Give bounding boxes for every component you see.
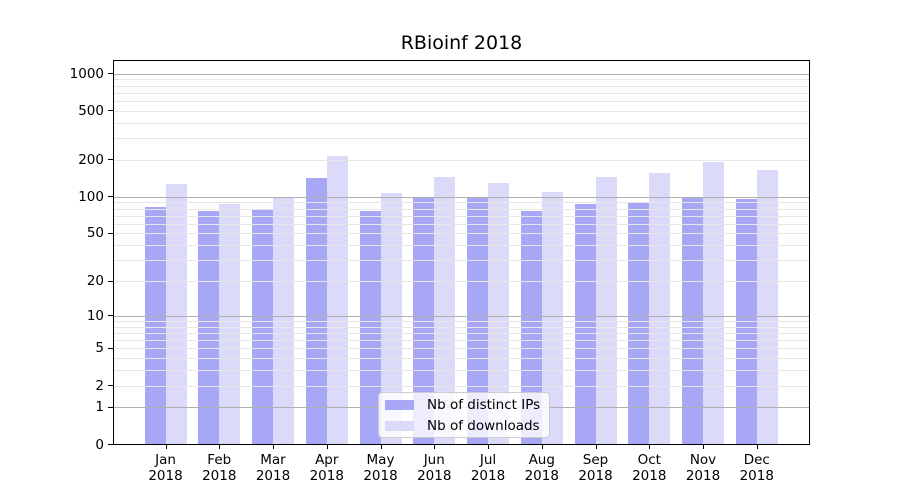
gridline-minor [114, 79, 809, 81]
x-tick-label: May 2018 [363, 452, 398, 484]
y-tick-label: 5 [95, 340, 104, 357]
x-tick-label: Jan 2018 [148, 452, 183, 484]
legend-label-downloads: Nb of downloads [427, 417, 540, 434]
y-tick-label: 0 [95, 436, 104, 453]
bar-distinct-ips [682, 197, 703, 444]
gridline-minor [114, 110, 809, 112]
x-tick-mark [219, 445, 221, 449]
legend: Nb of distinct IPs Nb of downloads [378, 392, 551, 438]
gridline-minor [114, 101, 809, 103]
x-tick-mark [165, 445, 167, 449]
gridline-minor [114, 233, 809, 235]
y-tick-mark [108, 347, 113, 349]
x-tick-mark [488, 445, 489, 449]
x-tick-mark [326, 445, 328, 449]
legend-item: Nb of downloads [385, 415, 540, 436]
legend-label-distinct-ips: Nb of distinct IPs [427, 396, 541, 413]
y-tick-mark [108, 280, 113, 282]
gridline-minor [114, 385, 809, 387]
x-tick-mark [434, 445, 436, 449]
y-tick-mark [108, 159, 113, 161]
bar-distinct-ips [628, 202, 650, 444]
gridline-minor [114, 202, 809, 204]
gridline-minor [114, 92, 809, 94]
gridline-minor [114, 138, 809, 140]
y-tick-label: 20 [86, 273, 104, 290]
legend-item: Nb of distinct IPs [385, 394, 540, 415]
bar-distinct-ips [305, 177, 327, 444]
x-tick-mark [703, 445, 704, 449]
gridline-major [114, 73, 809, 75]
gridline-minor [114, 332, 809, 334]
x-tick-mark [756, 445, 758, 449]
bar-downloads [595, 176, 617, 444]
x-tick-label: Apr 2018 [309, 452, 344, 484]
gridline-minor [114, 215, 809, 217]
y-tick-mark [108, 385, 113, 387]
y-tick-mark [108, 315, 113, 317]
gridline-minor [114, 85, 809, 87]
x-tick-label: Sep 2018 [578, 452, 613, 484]
bar-downloads [756, 170, 778, 444]
bar-downloads [219, 204, 241, 444]
x-tick-label: Feb 2018 [202, 452, 237, 484]
legend-swatch-downloads [385, 420, 414, 431]
x-tick-label: Nov 2018 [685, 452, 721, 484]
y-tick-label: 200 [78, 151, 104, 168]
y-tick-mark [108, 73, 113, 75]
x-tick-label: Jul 2018 [470, 452, 506, 484]
y-tick-mark [108, 406, 113, 408]
gridline-minor [114, 370, 809, 372]
x-tick-mark [541, 445, 543, 449]
y-tick-label: 500 [78, 102, 104, 119]
x-tick-mark [380, 445, 382, 449]
gridline-minor [114, 320, 809, 322]
bar-distinct-ips [144, 207, 166, 444]
x-tick-mark [273, 445, 274, 449]
bar-downloads [541, 191, 563, 444]
gridline-minor [114, 245, 809, 247]
y-tick-mark [108, 196, 113, 198]
gridline-minor [114, 223, 809, 225]
x-tick-mark [595, 445, 597, 449]
gridline-minor [114, 348, 809, 350]
bar-downloads [488, 182, 509, 444]
x-tick-mark [649, 445, 651, 449]
y-tick-mark [108, 110, 113, 112]
x-tick-label: Mar 2018 [255, 452, 291, 484]
y-tick-label: 1 [95, 399, 104, 416]
y-tick-label: 1000 [69, 65, 104, 82]
bar-downloads [703, 161, 724, 444]
bar-downloads [380, 192, 402, 444]
gridline-major [114, 196, 809, 198]
gridline-minor [114, 122, 809, 124]
x-tick-label: Jun 2018 [417, 452, 452, 484]
y-tick-label: 50 [86, 225, 104, 242]
y-tick-mark [108, 232, 113, 234]
y-tick-label: 100 [78, 188, 104, 205]
x-tick-label: Aug 2018 [524, 452, 559, 484]
x-tick-label: Oct 2018 [632, 452, 667, 484]
x-tick-label: Dec 2018 [739, 452, 774, 484]
gridline-minor [114, 358, 809, 360]
chart-title: RBioinf 2018 [400, 32, 523, 54]
legend-swatch-distinct-ips [385, 399, 414, 410]
y-tick-label: 2 [95, 377, 104, 394]
gridline-minor [114, 326, 809, 328]
bar-downloads [165, 183, 187, 444]
gridline-minor [114, 340, 809, 342]
y-tick-mark [108, 444, 113, 445]
gridline-minor [114, 159, 809, 161]
bar-downloads [649, 173, 671, 444]
gridline-major [114, 315, 809, 317]
gridline-minor [114, 281, 809, 283]
bar-distinct-ips [574, 203, 596, 444]
y-tick-label: 10 [86, 307, 104, 324]
gridline-minor [114, 260, 809, 262]
bar-downloads [326, 156, 348, 444]
gridline-minor [114, 208, 809, 210]
bar-downloads [434, 176, 456, 444]
